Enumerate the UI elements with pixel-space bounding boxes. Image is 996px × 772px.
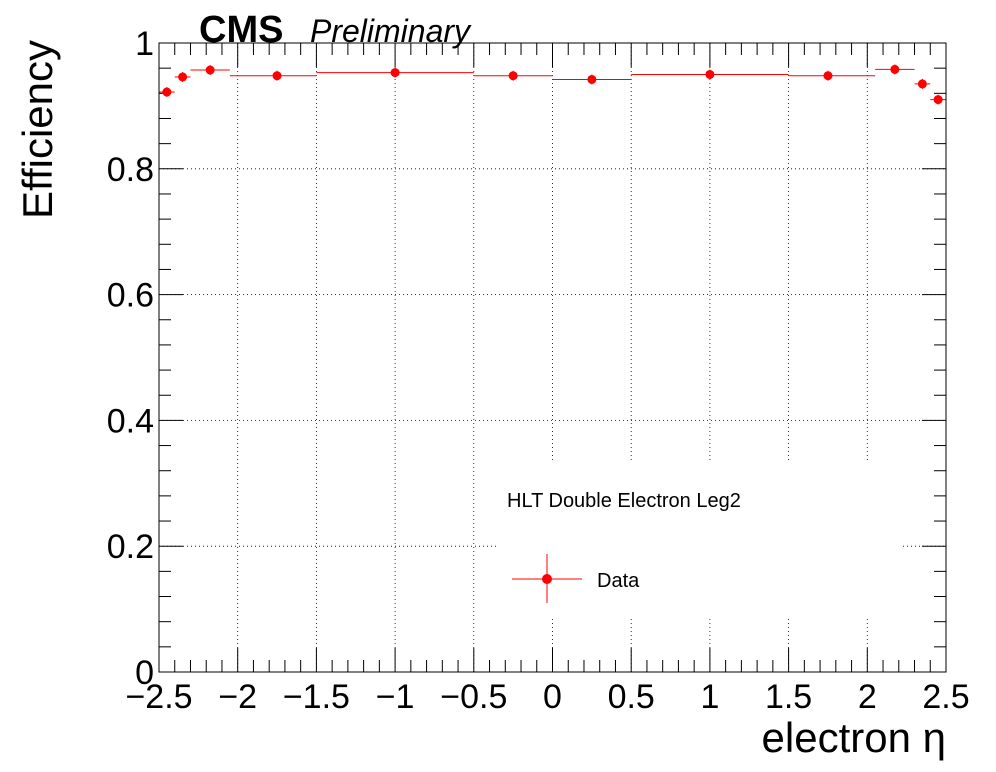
x-tick-label: 1.5 (765, 678, 812, 716)
data-point (178, 72, 188, 82)
cms-label: CMS (199, 9, 283, 51)
legend-background (496, 461, 900, 619)
data-point (917, 79, 927, 89)
plot-frame (158, 42, 947, 673)
data-point (272, 71, 282, 81)
legend-entry-label: Data (597, 570, 640, 592)
legend-box (496, 461, 900, 619)
tick-labels: −2.5 −2 −1.5 −1 −0.5 0 0.5 1 1.5 2 2.5 0 0.2 0.4 0.6 0.… (107, 25, 970, 716)
legend: HLT Double Electron Leg2 Data (507, 490, 741, 603)
y-tick-label: 0.4 (107, 402, 154, 440)
data-point (205, 65, 215, 75)
axis-ticks (158, 42, 947, 673)
data-point (823, 71, 833, 81)
data-point (933, 95, 943, 105)
x-tick-label: −1.5 (283, 678, 350, 716)
data-point (162, 87, 172, 97)
data-point (890, 64, 900, 74)
y-tick-label: 0.2 (107, 528, 154, 566)
data-point (705, 69, 715, 79)
data-points (159, 64, 946, 105)
data-point (587, 74, 597, 84)
x-tick-label: 0.5 (608, 678, 655, 716)
x-tick-label: −2.5 (125, 678, 192, 716)
y-tick-label: 0.6 (107, 277, 154, 315)
y-tick-label: 0 (135, 654, 154, 692)
y-tick-label: 1 (135, 25, 154, 63)
y-axis-title: Efficiency (14, 40, 61, 219)
x-tick-label: 2.5 (922, 678, 969, 716)
x-tick-label: −1 (376, 678, 415, 716)
y-tick-label: 0.8 (107, 151, 154, 189)
x-tick-label: −2 (218, 678, 257, 716)
x-tick-label: 2 (858, 678, 877, 716)
data-point (508, 71, 518, 81)
x-tick-label: 0 (543, 678, 562, 716)
data-point (390, 68, 400, 78)
x-tick-label: 1 (700, 678, 719, 716)
legend-marker-dot (542, 574, 552, 584)
legend-header: HLT Double Electron Leg2 (507, 490, 741, 512)
x-tick-label: −0.5 (440, 678, 507, 716)
x-axis-title: electron η (762, 714, 946, 761)
preliminary-label: Preliminary (310, 13, 472, 49)
